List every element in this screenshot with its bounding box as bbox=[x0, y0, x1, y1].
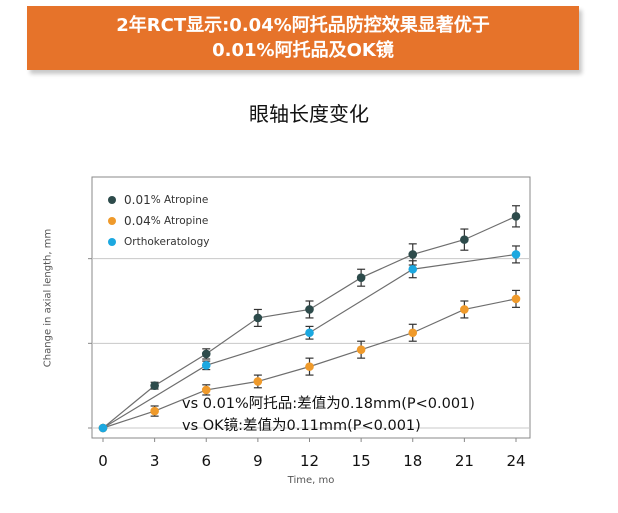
data-point-0-2 bbox=[201, 349, 211, 359]
legend-item-atropine-004: 0.04 % Atropine bbox=[108, 210, 209, 231]
legend-prefix-atropine-004: 0.04 bbox=[124, 213, 151, 228]
data-point-1-7 bbox=[460, 305, 469, 314]
legend-label-atropine-004: % Atropine bbox=[150, 214, 209, 227]
data-point-0-5 bbox=[356, 273, 366, 283]
headline-banner: 2年RCT显示:0.04%阿托品防控效果显著优于 0.01%阿托品及OK镜 bbox=[27, 6, 579, 70]
legend-marker-atropine-001 bbox=[108, 195, 116, 204]
headline-line-1: 2年RCT显示:0.04%阿托品防控效果显著优于 bbox=[116, 15, 490, 36]
data-point-1-6 bbox=[408, 328, 418, 338]
x-tick-label-4: 12 bbox=[300, 452, 319, 470]
legend-item-atropine-001: 0.01 % Atropine bbox=[108, 189, 209, 210]
data-point-1-8 bbox=[511, 294, 521, 304]
x-tick-label-5: 15 bbox=[352, 452, 371, 470]
data-point-0-1 bbox=[150, 381, 159, 390]
data-point-1-2 bbox=[201, 385, 211, 395]
data-point-2-0 bbox=[98, 423, 108, 433]
x-tick-label-3: 9 bbox=[253, 452, 263, 470]
annotation-vs-atropine-001: vs 0.01%阿托品:差值为0.18mm(P<0.001) bbox=[182, 396, 475, 412]
legend-prefix-atropine-001: 0.01 bbox=[124, 192, 151, 207]
legend-item-ortho: Orthokeratology bbox=[108, 231, 209, 252]
y-axis-label: Change in axial length, mm bbox=[42, 228, 54, 368]
legend-label-atropine-001: % Atropine bbox=[150, 193, 209, 206]
data-point-1-4 bbox=[305, 362, 314, 371]
legend-marker-ortho bbox=[108, 237, 116, 246]
legend: 0.01 % Atropine 0.04 % Atropine Orthoker… bbox=[108, 189, 209, 252]
data-point-0-4 bbox=[305, 305, 314, 314]
data-point-2-2 bbox=[201, 361, 211, 370]
data-point-0-6 bbox=[408, 250, 418, 259]
annotation-vs-ortho: vs OK镜:差值为0.11mm(P<0.001) bbox=[182, 418, 421, 434]
x-tick-label-8: 24 bbox=[506, 452, 525, 470]
x-tick-label-1: 3 bbox=[150, 452, 160, 470]
legend-label-ortho: Orthokeratology bbox=[124, 235, 210, 248]
data-point-0-7 bbox=[460, 235, 469, 244]
data-point-1-3 bbox=[253, 377, 263, 386]
y-axis-label-wrap: Change in axial length, mm bbox=[10, 210, 86, 386]
x-tick-label-6: 18 bbox=[403, 452, 422, 470]
data-point-2-8 bbox=[511, 250, 521, 259]
data-point-1-1 bbox=[150, 406, 159, 416]
headline-line-2: 0.01%阿托品及OK镜 bbox=[212, 40, 394, 61]
x-tick-label-0: 0 bbox=[98, 452, 108, 470]
chart-title: 眼轴长度变化 bbox=[249, 102, 369, 126]
x-tick-label-2: 6 bbox=[201, 452, 211, 470]
data-point-0-3 bbox=[253, 313, 263, 323]
data-point-2-4 bbox=[305, 328, 314, 338]
data-point-0-8 bbox=[511, 212, 521, 221]
data-point-1-5 bbox=[356, 345, 366, 354]
legend-marker-atropine-004 bbox=[108, 216, 116, 225]
x-tick-label-7: 21 bbox=[455, 452, 474, 470]
data-point-2-6 bbox=[408, 264, 418, 274]
x-axis-label: Time, mo bbox=[287, 475, 335, 486]
